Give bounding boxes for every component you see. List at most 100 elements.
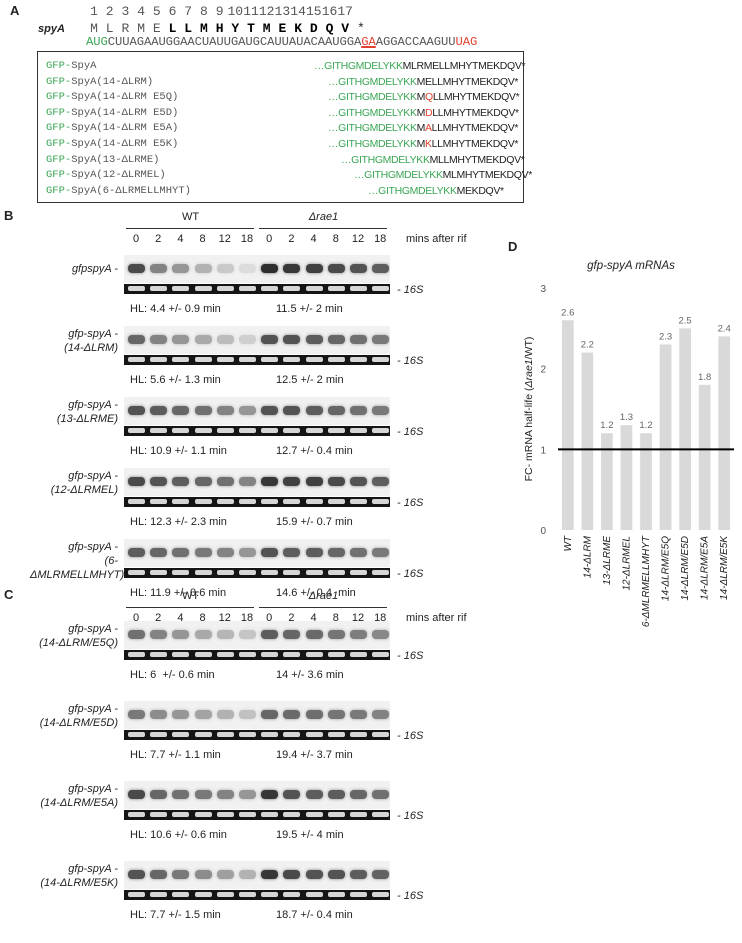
bar-data-label: 2.2: [581, 340, 594, 351]
mrna-band-strip: [124, 539, 390, 567]
y-tick-label: 0: [540, 526, 546, 537]
mrna-band: [261, 406, 279, 415]
rrna-band: [172, 812, 190, 817]
mrna-band: [372, 335, 390, 344]
half-life-wt: HL: 6 +/- 0.6 min: [130, 669, 215, 681]
rrna-band: [283, 892, 301, 897]
x-category-label: 14-ΔLRM: [582, 535, 593, 578]
lane-time: 4: [310, 233, 317, 245]
rrna-label: - 16S: [397, 730, 424, 742]
mrna-band: [150, 548, 168, 557]
rrna-band: [261, 428, 279, 433]
mrna-band: [172, 477, 190, 486]
rrna-band: [372, 652, 390, 657]
gfp-sequence: …GITHGMDELYKK: [328, 91, 417, 104]
mutated-residue: D: [425, 106, 433, 119]
construct-sequence: …GITHGMDELYKKMELLMHYTMEKDQV*: [328, 76, 518, 88]
aa-number: 7: [184, 4, 193, 19]
y-tick-label: 2: [540, 365, 546, 376]
aa-number: 13: [274, 4, 291, 19]
spya-start: M: [416, 91, 426, 104]
panel-a-letter: A: [10, 3, 20, 18]
lane-time: 4: [177, 233, 184, 245]
mrna-band: [283, 870, 301, 879]
half-life-rae1: 11.5 +/- 2 min: [276, 303, 343, 315]
mrna-band: [194, 630, 212, 639]
rrna-band: [194, 732, 212, 737]
blot-row-label: gfp-spyA - (13-ΔLRME): [30, 398, 118, 426]
aa-stop: *: [356, 21, 365, 36]
rrna-band-strip: [124, 426, 390, 436]
construct-label: SpyA(14-ΔLRM E5K): [71, 138, 179, 150]
half-life-wt: HL: 10.6 +/- 0.6 min: [130, 829, 227, 841]
rrna-band: [239, 812, 256, 817]
mrna-band: [194, 406, 212, 415]
construct-label: SpyA: [71, 60, 97, 72]
lane-time: 4: [310, 612, 317, 624]
panel-d-letter: D: [508, 239, 518, 254]
aa-number: 12: [258, 4, 275, 19]
construct-label: SpyA(14-ΔLRM): [71, 75, 154, 88]
construct-line: gfp-spyA -: [68, 863, 118, 875]
rna-stop-codon: UAG: [455, 35, 478, 49]
spya-start: M: [416, 138, 426, 150]
wt-group-line: [126, 607, 254, 608]
mrna-band: [261, 548, 279, 557]
mrna-band: [216, 870, 234, 879]
mrna-band: [239, 477, 256, 486]
mrna-band: [372, 870, 390, 879]
aa-number: 5: [152, 4, 161, 19]
mins-after-rif-label: mins after rif: [406, 612, 467, 624]
rrna-band: [239, 286, 256, 291]
mrna-band: [150, 870, 168, 879]
blot-row-label: gfp-spyA - (12-ΔLRMEL): [30, 469, 118, 497]
spya-sequence: MEKDQV*: [456, 184, 505, 197]
gfp-prefix: GFP-: [46, 106, 72, 119]
mrna-band: [150, 710, 168, 719]
spya-sequence: MLMHYTMEKDQV*: [442, 169, 533, 182]
rrna-band: [194, 812, 212, 817]
mrna-band: [350, 870, 367, 879]
rrna-band: [305, 812, 323, 817]
rrna-band-strip: [124, 497, 390, 507]
mrna-band: [128, 630, 145, 639]
mrna-band: [150, 406, 168, 415]
blot-row-label: gfp-spyA - (14-ΔLRM/E5K): [30, 862, 118, 890]
chart-title: gfp-spyA mRNAs: [587, 260, 675, 272]
rrna-band-strip: [124, 890, 390, 900]
rrna-band: [128, 812, 145, 817]
half-life-rae1: 12.5 +/- 2 min: [276, 374, 344, 386]
rrna-band: [327, 812, 345, 817]
y-label-part: /WT): [523, 337, 535, 360]
rrna-band: [239, 357, 256, 362]
blot-image: [124, 255, 390, 295]
rrna-band: [194, 570, 212, 575]
mrna-band: [216, 630, 234, 639]
blot-row-label: gfp-spyA - (14-ΔLRM): [30, 327, 118, 355]
rae1-group-label: Δrae1: [308, 590, 339, 602]
rae1-group-line: [259, 607, 387, 608]
mutated-residue: K: [425, 138, 432, 150]
mrna-band: [283, 477, 301, 486]
rrna-band: [150, 652, 168, 657]
mrna-band: [327, 264, 345, 273]
aa-number: 4: [137, 4, 145, 19]
mrna-band: [283, 264, 301, 273]
mrna-band: [239, 710, 256, 719]
x-category-label: 14-ΔLRM/E5Q: [661, 536, 672, 601]
x-category-label: 14-ΔLRM/E5A: [700, 536, 711, 600]
aa-number: 6: [168, 4, 177, 19]
rrna-band-strip: [124, 568, 390, 578]
half-life-wt: HL: 7.7 +/- 1.5 min: [130, 909, 221, 921]
mrna-band: [261, 630, 279, 639]
aa-residue: E: [278, 21, 287, 36]
gfp-sequence: …GITHGMDELYKK: [354, 169, 443, 182]
rrna-band: [327, 732, 345, 737]
mrna-band: [128, 710, 145, 719]
construct-sequence: …GITHGMDELYKKMLRMELLMHYTMEKDQV*: [314, 60, 526, 72]
rrna-band: [261, 499, 279, 504]
rrna-band: [172, 732, 190, 737]
lane-time: 12: [218, 233, 231, 245]
panel-b-letter: B: [4, 208, 14, 223]
lane-time: 0: [132, 233, 140, 245]
